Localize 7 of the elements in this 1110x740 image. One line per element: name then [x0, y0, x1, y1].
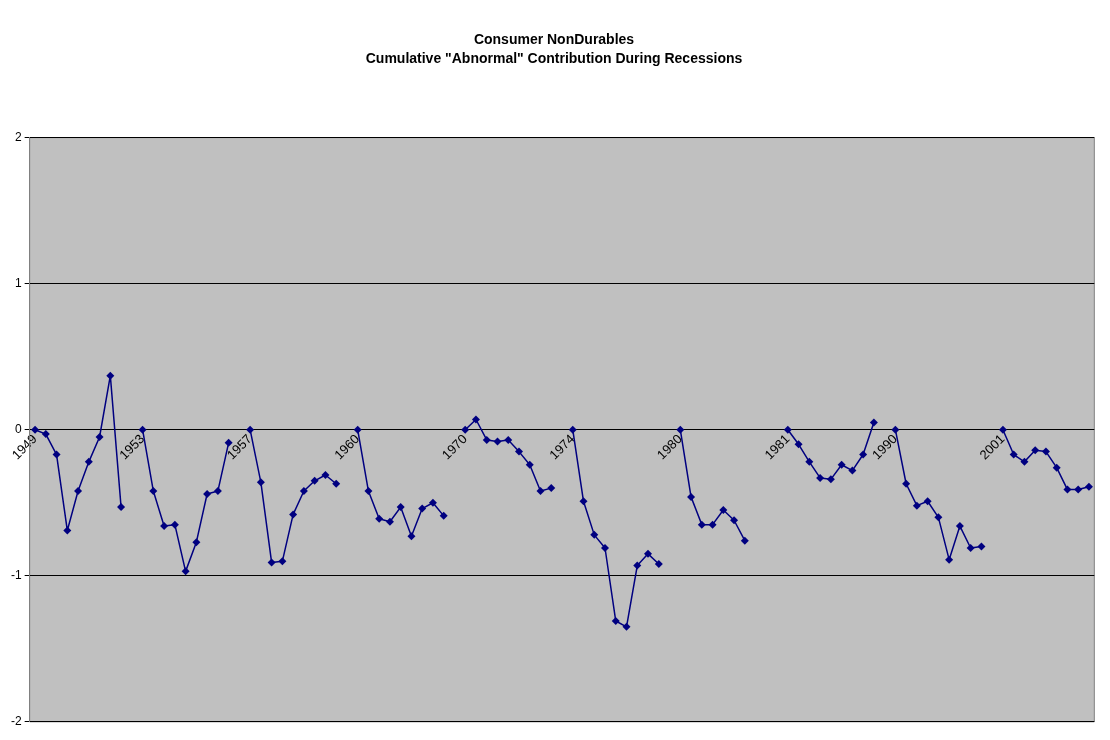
y-tick-label: -1	[11, 568, 22, 583]
chart-subtitle: Cumulative "Abnormal" Contribution During Recessions	[365, 50, 743, 67]
y-tick-label: 1	[14, 275, 22, 290]
chart-title: Consumer NonDurables	[473, 31, 635, 48]
y-tick-label: 0	[14, 422, 22, 437]
y-tick-label: 2	[14, 129, 22, 144]
y-tick-label: -2	[11, 714, 22, 729]
